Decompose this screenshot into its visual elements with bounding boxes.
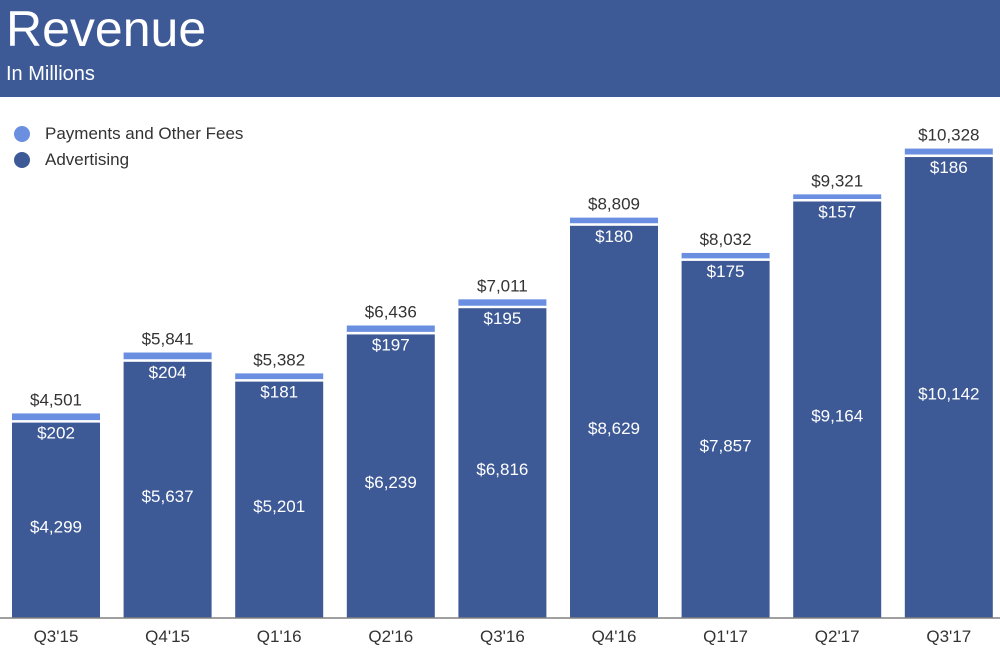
total-label: $5,841 bbox=[142, 330, 194, 349]
legend-label-payments: Payments and Other Fees bbox=[45, 124, 244, 143]
legend-item-payments: Payments and Other Fees bbox=[14, 121, 243, 147]
x-tick-label: Q2'17 bbox=[815, 627, 860, 646]
advertising-value-label: $4,299 bbox=[30, 517, 82, 536]
advertising-value-label: $5,637 bbox=[142, 487, 194, 506]
bar-advertising bbox=[12, 422, 100, 618]
legend-label-advertising: Advertising bbox=[45, 150, 130, 169]
payments-value-label: $186 bbox=[930, 158, 968, 177]
bar-payments bbox=[681, 252, 770, 260]
x-tick-label: Q4'16 bbox=[592, 627, 637, 646]
advertising-value-label: $5,201 bbox=[253, 497, 305, 516]
x-tick-label: Q1'16 bbox=[257, 627, 302, 646]
bar-advertising bbox=[570, 225, 658, 618]
total-label: $9,321 bbox=[811, 171, 863, 190]
revenue-bar-chart: $4,501 $202 $4,299 Q3'15 $5,841 $204 $5,637 Q4'… bbox=[0, 126, 1000, 646]
legend-item-advertising: Advertising bbox=[14, 147, 243, 173]
total-label: $8,809 bbox=[588, 195, 640, 214]
advertising-value-label: $7,857 bbox=[700, 436, 752, 455]
bar-advertising bbox=[123, 361, 212, 618]
x-tick-label: Q3'15 bbox=[34, 627, 79, 646]
bar-advertising bbox=[458, 308, 547, 618]
x-tick-label: Q3'16 bbox=[480, 627, 525, 646]
bar-payments bbox=[346, 325, 435, 333]
page-subtitle: In Millions bbox=[6, 63, 95, 85]
bar-payments bbox=[235, 373, 324, 381]
payments-value-label: $195 bbox=[483, 309, 521, 328]
legend-swatch-payments bbox=[14, 126, 30, 142]
total-label: $6,436 bbox=[365, 302, 417, 321]
bar-advertising bbox=[235, 381, 324, 618]
bar-payments bbox=[123, 352, 212, 361]
bar-advertising bbox=[904, 157, 993, 619]
x-tick-label: Q1'17 bbox=[703, 627, 748, 646]
payments-value-label: $181 bbox=[260, 383, 298, 402]
legend-swatch-advertising bbox=[14, 152, 30, 168]
bar-advertising bbox=[681, 260, 770, 618]
x-tick-label: Q4'15 bbox=[145, 627, 190, 646]
payments-value-label: $197 bbox=[372, 335, 410, 354]
payments-value-label: $157 bbox=[818, 202, 856, 221]
total-label: $7,011 bbox=[477, 276, 528, 295]
advertising-value-label: $6,816 bbox=[476, 460, 528, 479]
payments-value-label: $202 bbox=[37, 424, 75, 443]
bar-payments bbox=[904, 148, 993, 156]
total-label: $5,382 bbox=[253, 350, 305, 369]
bar-advertising bbox=[346, 334, 435, 618]
total-label: $10,328 bbox=[918, 126, 979, 145]
advertising-value-label: $8,629 bbox=[588, 419, 640, 438]
advertising-value-label: $9,164 bbox=[811, 407, 863, 426]
total-label: $8,032 bbox=[700, 230, 752, 249]
payments-value-label: $180 bbox=[595, 227, 633, 246]
page-title: Revenue bbox=[6, 1, 207, 57]
bar-payments bbox=[570, 217, 658, 225]
payments-value-label: $175 bbox=[707, 262, 745, 281]
x-tick-label: Q2'16 bbox=[368, 627, 413, 646]
bar-payments bbox=[458, 299, 547, 307]
advertising-value-label: $10,142 bbox=[918, 385, 979, 404]
chart-header: Revenue In Millions bbox=[0, 0, 1000, 97]
chart-legend: Payments and Other Fees Advertising bbox=[14, 121, 243, 173]
bar-payments bbox=[12, 413, 100, 422]
total-label: $4,501 bbox=[30, 390, 82, 409]
bar-payments bbox=[793, 194, 882, 200]
bar-advertising bbox=[793, 201, 882, 618]
advertising-value-label: $6,239 bbox=[365, 473, 417, 492]
x-tick-label: Q3'17 bbox=[926, 627, 971, 646]
payments-value-label: $204 bbox=[149, 363, 187, 382]
